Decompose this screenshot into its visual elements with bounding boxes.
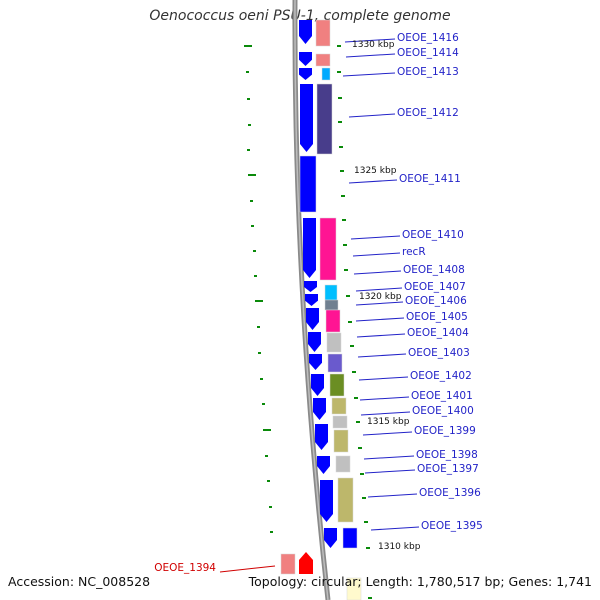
label-leader-line: [357, 353, 407, 358]
gene-block: [319, 217, 337, 281]
gene-blocks: [280, 19, 362, 600]
label-leader-line: [355, 301, 404, 306]
label-leader-line: [359, 396, 410, 401]
strand-arrow: [311, 374, 324, 396]
map-title: Oenococcus oeni PSU-1, complete genome: [149, 8, 451, 24]
strand-arrow: [320, 480, 333, 522]
gene-label-oeoe-1410: OEOE_1410: [402, 229, 464, 241]
gene-label-oeoe-1413: OEOE_1413: [397, 66, 459, 78]
kbp-label-1325-kbp: 1325 kbp: [354, 166, 397, 176]
gene-label-recr: recR: [402, 246, 426, 258]
gene-label-oeoe-1400: OEOE_1400: [412, 405, 474, 417]
gene-label-oeoe-1398: OEOE_1398: [416, 449, 478, 461]
gene-label-oeoe-1416: OEOE_1416: [397, 32, 459, 44]
accession-text: Accession: NC_008528: [8, 574, 151, 589]
gene-block: [280, 553, 296, 575]
label-leader-line: [363, 455, 415, 460]
label-leader-line: [219, 565, 276, 573]
gene-label-oeoe-1405: OEOE_1405: [406, 311, 468, 323]
gene-label-oeoe-1394: OEOE_1394: [154, 562, 216, 574]
genome-backbone: [292, 0, 331, 600]
gene-block: [326, 332, 342, 353]
strand-arrow: [299, 68, 312, 80]
strand-arrow: [306, 308, 319, 330]
gene-block: [324, 299, 339, 311]
gene-label-oeoe-1412: OEOE_1412: [397, 107, 459, 119]
gene-label-oeoe-1395: OEOE_1395: [421, 520, 483, 532]
gene-label-oeoe-1403: OEOE_1403: [408, 347, 470, 359]
gene-label-oeoe-1402: OEOE_1402: [410, 370, 472, 382]
gene-block: [316, 83, 333, 155]
gene-label-oeoe-1407: OEOE_1407: [404, 281, 466, 293]
gene-block: [337, 477, 354, 523]
gene-block: [327, 353, 343, 373]
label-leader-line: [370, 526, 420, 531]
gene-labels: OEOE_1416 OEOE_1414 OEOE_1413 OEOE_1412 OEOE…: [154, 32, 483, 574]
label-leader-line: [364, 469, 416, 474]
highlight-gene-arrow: [299, 552, 313, 574]
strand-arrow: [300, 84, 313, 152]
gene-block: [329, 373, 345, 397]
label-leader-line: [350, 235, 401, 240]
gene-block: [325, 309, 341, 333]
gene-block: [315, 19, 331, 47]
gene-block: [299, 155, 317, 213]
strand-arrow: [317, 456, 330, 474]
gene-label-oeoe-1397: OEOE_1397: [417, 463, 479, 475]
label-leader-line: [360, 411, 411, 416]
label-leader-line: [344, 38, 396, 43]
label-leader-line: [342, 72, 396, 77]
gene-label-oeoe-1414: OEOE_1414: [397, 47, 459, 59]
gene-block: [342, 527, 358, 549]
strand-arrow: [309, 354, 322, 370]
gene-block: [333, 429, 349, 453]
label-leader-line: [352, 252, 401, 257]
strand-arrow: [299, 52, 312, 66]
gene-label-oeoe-1404: OEOE_1404: [407, 327, 469, 339]
label-leader-line: [345, 53, 396, 58]
strand-arrow: [324, 528, 337, 548]
kbp-label-1330-kbp: 1330 kbp: [352, 40, 395, 50]
gene-label-oeoe-1396: OEOE_1396: [419, 487, 481, 499]
label-leader-line: [355, 317, 405, 322]
gene-label-oeoe-1399: OEOE_1399: [414, 425, 476, 437]
kbp-label-1320-kbp: 1320 kbp: [359, 292, 402, 302]
label-lines: [219, 38, 420, 573]
strand-arrow: [299, 20, 312, 44]
gene-block: [324, 284, 338, 301]
gene-block: [346, 577, 362, 600]
label-leader-line: [358, 376, 409, 381]
label-leader-line: [362, 431, 413, 436]
gene-block: [332, 415, 348, 429]
gene-label-oeoe-1408: OEOE_1408: [403, 264, 465, 276]
strand-arrow: [304, 281, 317, 292]
tick-marks: [244, 45, 372, 599]
gene-block: [321, 67, 331, 81]
gene-block: [315, 53, 331, 67]
strand-arrow: [303, 218, 316, 278]
gene-label-oeoe-1411: OEOE_1411: [399, 173, 461, 185]
genome-summary: Topology: circular; Length: 1,780,517 bp…: [248, 574, 592, 589]
strand-arrow: [313, 398, 326, 420]
kbp-label-1315-kbp: 1315 kbp: [367, 417, 410, 427]
kbp-label-1310-kbp: 1310 kbp: [378, 542, 421, 552]
strand-arrow: [315, 424, 328, 450]
gene-block: [335, 455, 351, 473]
label-leader-line: [355, 287, 403, 292]
label-leader-line: [348, 113, 396, 118]
strand-arrow: [308, 332, 321, 352]
label-leader-line: [353, 270, 402, 275]
strand-arrow: [305, 294, 318, 306]
gene-label-oeoe-1401: OEOE_1401: [411, 390, 473, 402]
kbp-labels: 1330 kbp 1325 kbp 1320 kbp 1315 kbp 1310 kbp: [352, 40, 421, 552]
backbone-highlight: [294, 0, 329, 600]
label-leader-line: [348, 179, 398, 184]
label-leader-line: [367, 493, 418, 498]
gene-block: [331, 397, 347, 415]
label-leader-line: [356, 333, 406, 338]
gene-label-oeoe-1406: OEOE_1406: [405, 295, 467, 307]
